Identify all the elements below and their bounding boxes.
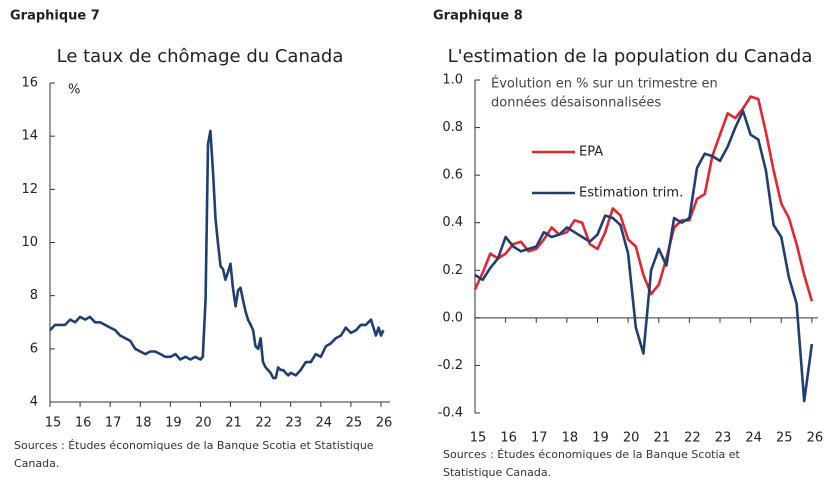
source-note: Sources : Études économiques de la Banqu… <box>443 448 741 461</box>
y-tick-label: 0.6 <box>442 168 463 183</box>
x-tick-label: 25 <box>776 431 793 446</box>
x-tick-label: 20 <box>195 416 212 431</box>
data-line <box>49 129 385 380</box>
x-tick-label: 25 <box>346 416 363 431</box>
x-tick-label: 17 <box>531 431 548 446</box>
chart-label: Graphique 8 <box>433 9 523 24</box>
legend-label: Estimation trim. <box>579 186 683 201</box>
y-tick-label: 14 <box>21 129 38 144</box>
data-line <box>474 109 814 403</box>
x-tick-label: 23 <box>715 431 732 446</box>
y-tick-label: 8 <box>30 288 38 303</box>
y-tick-label: 10 <box>21 235 38 250</box>
y-tick-label: -0.4 <box>438 406 463 421</box>
x-tick-label: 15 <box>45 416 62 431</box>
x-tick-label: 18 <box>562 431 579 446</box>
y-tick-label: -0.2 <box>438 358 463 373</box>
y-tick-label: 1.0 <box>442 73 463 88</box>
x-tick-label: 24 <box>745 431 762 446</box>
x-tick-label: 19 <box>592 431 609 446</box>
x-tick-label: 21 <box>225 416 242 431</box>
y-tick-label: 12 <box>21 182 38 197</box>
x-tick-label: 16 <box>500 431 517 446</box>
source-note: Canada. <box>14 457 59 470</box>
y-tick-label: 4 <box>30 395 38 410</box>
annotation: Évolution en % sur un trimestre en <box>491 76 718 92</box>
source-note: Sources : Études économiques de la Banqu… <box>14 439 374 452</box>
x-tick-label: 16 <box>75 416 92 431</box>
x-tick-label: 22 <box>684 431 701 446</box>
chart-title: L'estimation de la population du Canada <box>448 46 813 67</box>
source-note: Statistique Canada. <box>443 466 551 479</box>
data-line <box>473 95 814 302</box>
y-tick-label: 0.8 <box>442 120 463 135</box>
chart-label: Graphique 7 <box>10 9 100 24</box>
x-tick-label: 22 <box>255 416 272 431</box>
chart-title: Le taux de chômage du Canada <box>57 46 344 67</box>
x-tick-label: 26 <box>807 431 824 446</box>
legend-label: EPA <box>579 145 603 160</box>
y-tick-label: 0.4 <box>442 215 463 230</box>
y-tick-label: 16 <box>21 76 38 91</box>
x-tick-label: 18 <box>135 416 152 431</box>
x-tick-label: 21 <box>653 431 670 446</box>
x-tick-label: 23 <box>285 416 302 431</box>
x-tick-label: 26 <box>376 416 393 431</box>
x-tick-label: 19 <box>165 416 182 431</box>
x-tick-label: 24 <box>316 416 333 431</box>
unit-label: % <box>68 83 80 98</box>
y-tick-label: 0.2 <box>442 263 463 278</box>
x-tick-label: 17 <box>105 416 122 431</box>
y-tick-label: 0.0 <box>442 310 463 325</box>
y-tick-label: 6 <box>30 341 38 356</box>
x-tick-label: 15 <box>470 431 487 446</box>
x-tick-label: 20 <box>623 431 640 446</box>
annotation: données désaisonnalisées <box>491 96 661 111</box>
